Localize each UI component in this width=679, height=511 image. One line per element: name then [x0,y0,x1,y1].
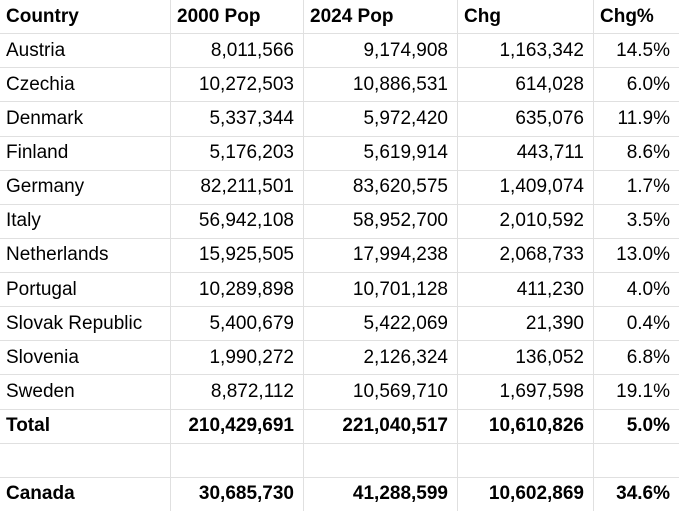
cell-2024-pop[interactable]: 5,422,069 [304,307,457,341]
cell-2024-pop[interactable]: 5,972,420 [304,102,457,136]
cell-chg-pct[interactable]: 14.5% [594,34,679,68]
cell-chg-pct[interactable]: 5.0% [594,409,679,443]
cell-2000-pop[interactable]: 8,872,112 [171,375,303,409]
cell-2000-pop[interactable]: 5,176,203 [171,136,303,170]
cell-country[interactable]: Czechia [0,68,170,102]
cell-2000-pop[interactable]: 210,429,691 [171,409,303,443]
cell-chg-pct[interactable]: 8.6% [594,136,679,170]
cell-country[interactable]: Slovenia [0,341,170,375]
cell-country[interactable]: Netherlands [0,238,170,273]
cell-2024-pop[interactable]: 58,952,700 [304,204,457,238]
cell-chg-pct[interactable]: 34.6% [594,477,679,511]
cell-2024-pop[interactable]: 41,288,599 [304,477,457,511]
cell-2000-pop[interactable]: 5,400,679 [171,307,303,341]
cell-2024-pop[interactable]: 10,701,128 [304,273,457,307]
cell-chg-pct[interactable]: 4.0% [594,273,679,307]
cell-chg-pct[interactable]: 19.1% [594,375,679,409]
cell-country[interactable]: Germany [0,170,170,204]
cell-chg-pct[interactable]: 11.9% [594,102,679,136]
cell-2024-pop[interactable]: 10,886,531 [304,68,457,102]
cell-chg[interactable]: 2,010,592 [458,204,593,238]
column-header-country[interactable]: Country [0,0,170,34]
cell-2024-pop[interactable]: 10,569,710 [304,375,457,409]
cell-country[interactable]: Portugal [0,273,170,307]
cell-chg[interactable]: 411,230 [458,273,593,307]
cell-chg[interactable]: 443,711 [458,136,593,170]
cell-country[interactable]: Finland [0,136,170,170]
cell-2000-pop[interactable]: 8,011,566 [171,34,303,68]
cell-chg-pct[interactable] [594,443,679,477]
cell-chg[interactable] [458,443,593,477]
cell-2024-pop[interactable]: 221,040,517 [304,409,457,443]
cell-chg-pct[interactable]: 6.0% [594,68,679,102]
column-header-2024-pop[interactable]: 2024 Pop [304,0,457,34]
cell-2000-pop[interactable]: 15,925,505 [171,238,303,273]
cell-2024-pop[interactable]: 2,126,324 [304,341,457,375]
cell-chg-pct[interactable]: 6.8% [594,341,679,375]
cell-chg-pct[interactable]: 0.4% [594,307,679,341]
cell-chg[interactable]: 2,068,733 [458,238,593,273]
column-header-chg-pct[interactable]: Chg% [594,0,679,34]
cell-2000-pop[interactable]: 1,990,272 [171,341,303,375]
cell-chg[interactable]: 1,697,598 [458,375,593,409]
cell-2000-pop[interactable]: 10,289,898 [171,273,303,307]
cell-2024-pop[interactable]: 9,174,908 [304,34,457,68]
cell-chg[interactable]: 10,610,826 [458,409,593,443]
cell-2000-pop[interactable]: 5,337,344 [171,102,303,136]
cell-2024-pop[interactable]: 17,994,238 [304,238,457,273]
cell-2000-pop[interactable]: 82,211,501 [171,170,303,204]
cell-2000-pop[interactable]: 56,942,108 [171,204,303,238]
cell-chg[interactable]: 635,076 [458,102,593,136]
cell-country[interactable]: Total [0,409,170,443]
cell-chg-pct[interactable]: 3.5% [594,204,679,238]
cell-country[interactable]: Denmark [0,102,170,136]
cell-chg-pct[interactable]: 13.0% [594,238,679,273]
cell-country[interactable]: Austria [0,34,170,68]
cell-chg[interactable]: 1,163,342 [458,34,593,68]
cell-2000-pop[interactable]: 10,272,503 [171,68,303,102]
cell-2024-pop[interactable] [304,443,457,477]
column-header-chg[interactable]: Chg [458,0,593,34]
cell-country[interactable] [0,443,170,477]
cell-country[interactable]: Sweden [0,375,170,409]
cell-2024-pop[interactable]: 83,620,575 [304,170,457,204]
cell-2024-pop[interactable]: 5,619,914 [304,136,457,170]
cell-country[interactable]: Italy [0,204,170,238]
cell-chg[interactable]: 21,390 [458,307,593,341]
cell-2000-pop[interactable] [171,443,303,477]
cell-chg[interactable]: 614,028 [458,68,593,102]
cell-country[interactable]: Canada [0,477,170,511]
cell-chg-pct[interactable]: 1.7% [594,170,679,204]
cell-chg[interactable]: 136,052 [458,341,593,375]
cell-country[interactable]: Slovak Republic [0,307,170,341]
cell-2000-pop[interactable]: 30,685,730 [171,477,303,511]
cell-chg[interactable]: 1,409,074 [458,170,593,204]
cell-chg[interactable]: 10,602,869 [458,477,593,511]
column-header-2000-pop[interactable]: 2000 Pop [171,0,303,34]
